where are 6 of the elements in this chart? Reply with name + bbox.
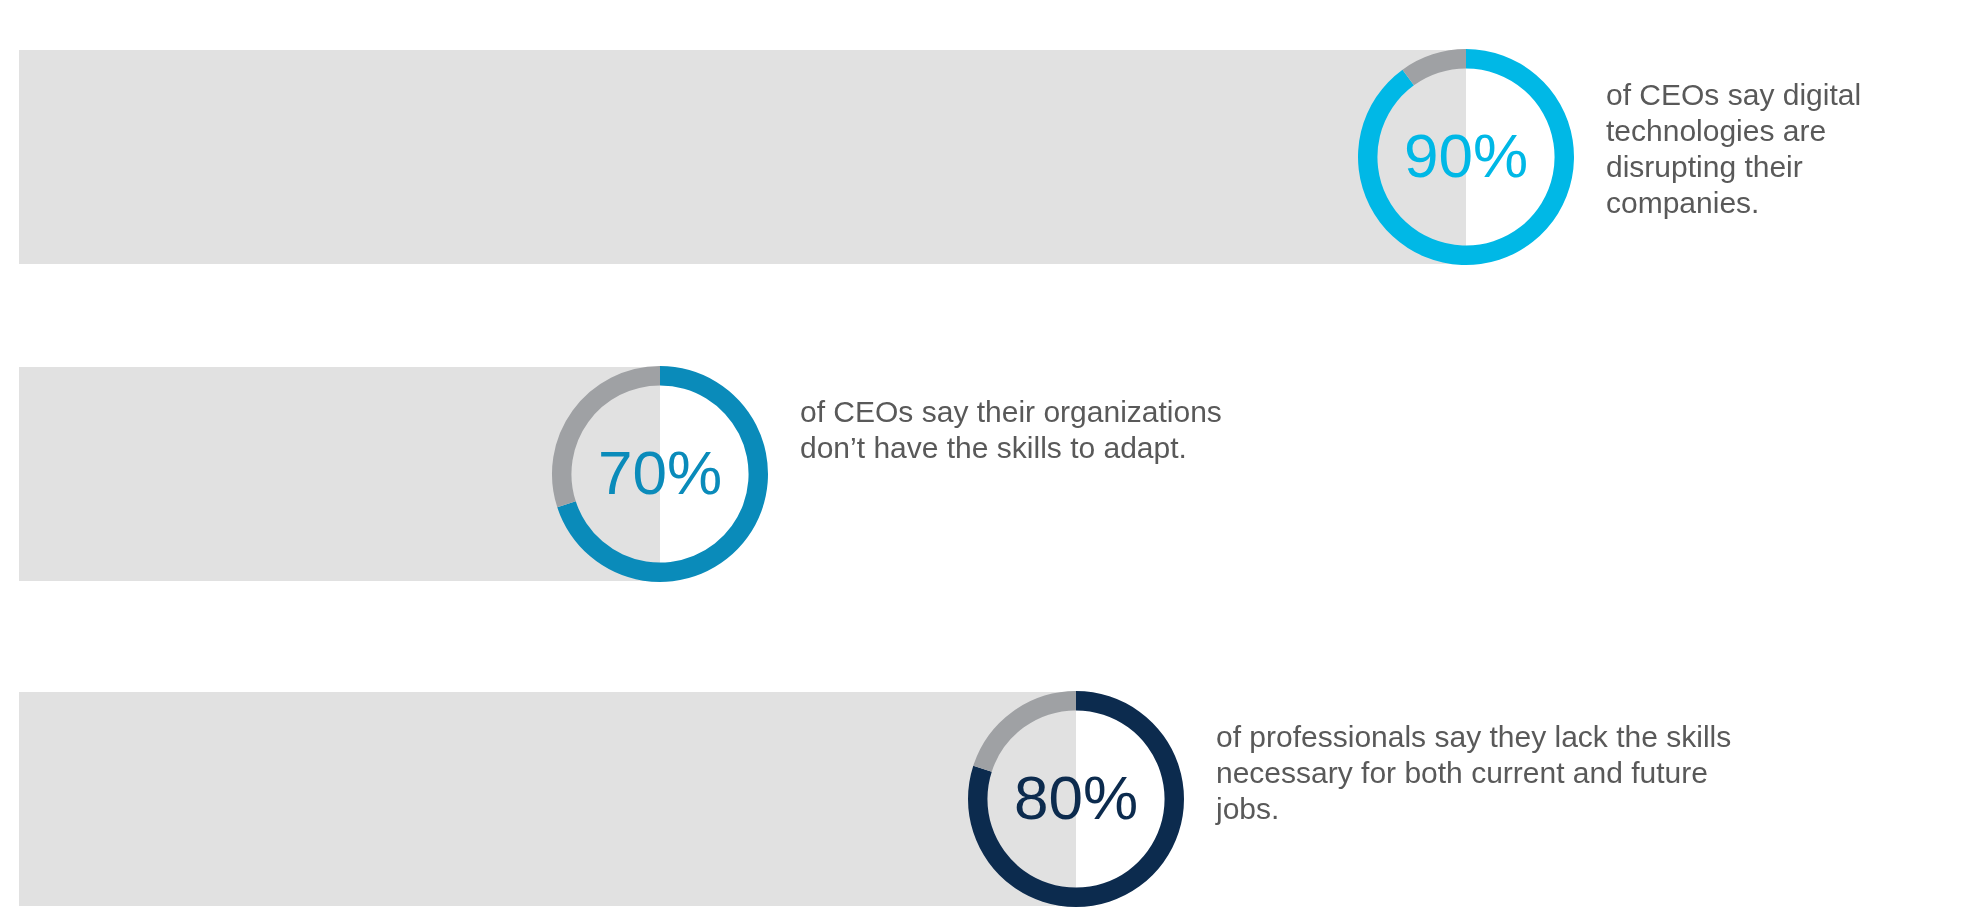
- data-label: 80%: [1013, 763, 1139, 833]
- data-label: 70%: [597, 438, 723, 508]
- text: of CEOs say their organizations don’t have the skills to adapt.: [800, 394, 1223, 466]
- text: of professionals say they lack the skills necessary for both current and future jobs.: [1216, 719, 1733, 827]
- data-label: 90%: [1403, 121, 1529, 191]
- text: of CEOs say digital technologies are disrupting their companies.: [1606, 77, 1863, 221]
